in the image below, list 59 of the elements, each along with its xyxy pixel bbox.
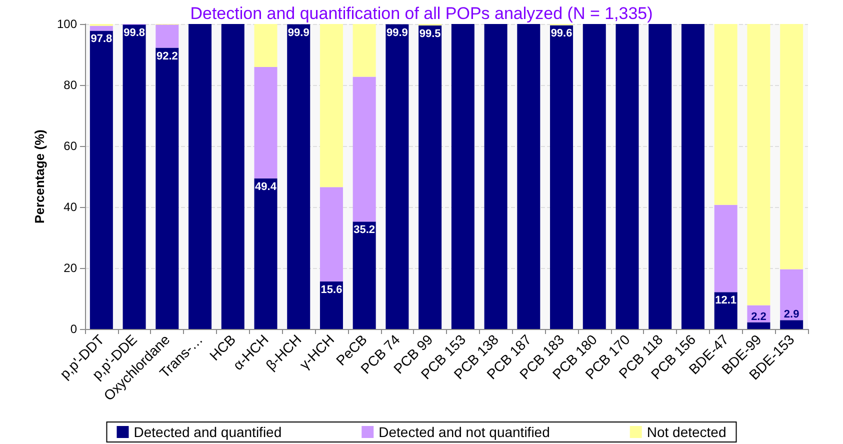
bar bbox=[780, 24, 804, 270]
y-axis-title: Percentage (%) bbox=[32, 130, 48, 224]
data-label: 15.6 bbox=[320, 284, 342, 296]
bar bbox=[386, 24, 409, 329]
data-label: 92.2 bbox=[156, 50, 178, 62]
bar bbox=[90, 30, 113, 329]
bar bbox=[780, 269, 804, 320]
data-label: 49.4 bbox=[255, 180, 278, 193]
data-label: 2.2 bbox=[751, 310, 766, 323]
bar bbox=[451, 24, 474, 329]
bar bbox=[352, 222, 376, 329]
bar bbox=[747, 322, 770, 329]
bar bbox=[648, 24, 672, 329]
y-tick-label: 20 bbox=[64, 261, 78, 275]
bar bbox=[714, 204, 738, 292]
bar bbox=[550, 25, 574, 329]
legend-label: Not detected bbox=[646, 424, 726, 440]
data-label: 99.5 bbox=[419, 28, 441, 40]
y-tick-label: 100 bbox=[56, 17, 78, 31]
bar bbox=[320, 187, 343, 282]
bar bbox=[484, 24, 508, 329]
bar bbox=[714, 24, 738, 205]
bar bbox=[122, 24, 146, 329]
data-label: 99.9 bbox=[386, 26, 408, 39]
data-label: 97.8 bbox=[90, 33, 112, 46]
bar bbox=[616, 24, 639, 329]
legend-label: Detected and quantified bbox=[134, 424, 282, 440]
legend-label: Detected and not quantified bbox=[378, 424, 550, 440]
bar bbox=[780, 320, 804, 329]
bar bbox=[517, 24, 540, 329]
bar bbox=[320, 24, 343, 188]
bar bbox=[254, 178, 278, 329]
data-label: 12.1 bbox=[715, 294, 737, 307]
bar bbox=[747, 24, 770, 306]
bar bbox=[221, 24, 244, 329]
chart-title: Detection and quantification of all POPs analyzed (N = 1,335) bbox=[190, 4, 653, 23]
bar bbox=[681, 24, 704, 329]
bar bbox=[320, 281, 343, 329]
bar bbox=[582, 24, 606, 329]
bar bbox=[156, 48, 179, 329]
y-tick-label: 80 bbox=[64, 78, 78, 92]
y-tick-label: 40 bbox=[64, 200, 78, 214]
data-label: 99.8 bbox=[124, 27, 146, 40]
bar bbox=[714, 292, 738, 329]
bar bbox=[90, 26, 113, 31]
bar bbox=[352, 76, 376, 222]
bar bbox=[188, 24, 212, 329]
data-label: 99.9 bbox=[288, 26, 310, 39]
data-label: 2.9 bbox=[784, 308, 800, 321]
bar bbox=[254, 24, 278, 68]
y-tick-label: 60 bbox=[64, 139, 78, 153]
data-label: 35.2 bbox=[354, 224, 376, 236]
bar bbox=[156, 24, 179, 48]
bar bbox=[287, 24, 310, 329]
bar bbox=[352, 24, 376, 77]
bar bbox=[418, 26, 442, 329]
bar bbox=[254, 67, 278, 178]
data-label: 99.6 bbox=[550, 28, 572, 40]
y-tick-label: 0 bbox=[70, 322, 78, 336]
